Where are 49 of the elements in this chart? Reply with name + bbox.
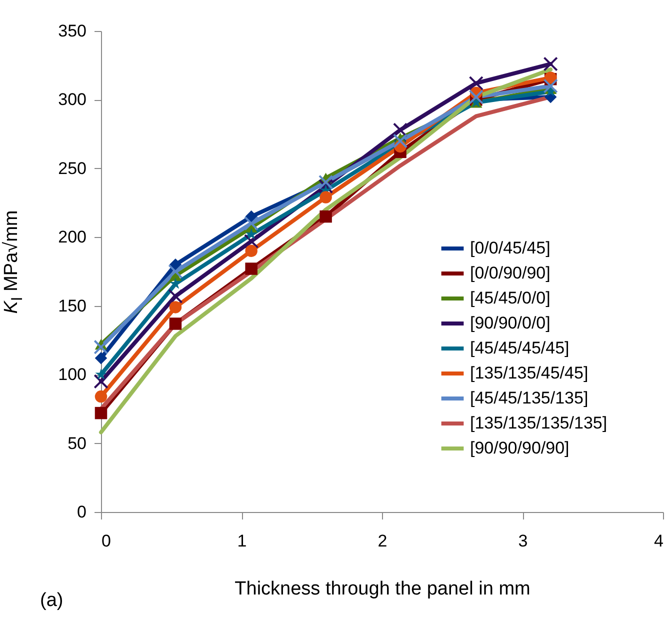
point bbox=[245, 262, 258, 275]
legend-label: [45/45/135/135] bbox=[470, 388, 588, 408]
point bbox=[468, 76, 484, 91]
point bbox=[168, 288, 183, 304]
legend-label: [45/45/45/45] bbox=[470, 338, 570, 358]
point bbox=[318, 178, 334, 194]
legend-label: [45/45/0/0] bbox=[470, 288, 550, 308]
legend-label: [0/0/45/45] bbox=[470, 238, 550, 258]
y-tick-label: 100 bbox=[58, 365, 86, 384]
point bbox=[244, 234, 259, 249]
point bbox=[168, 264, 183, 279]
legend-label: [90/90/90/90] bbox=[470, 438, 570, 458]
point bbox=[169, 301, 182, 314]
x-tick-label: 4 bbox=[654, 532, 664, 550]
point bbox=[169, 258, 182, 271]
y-tick-label: 0 bbox=[77, 502, 86, 522]
y-tick-label: 150 bbox=[58, 296, 86, 316]
point bbox=[392, 122, 408, 138]
y-tick-label: 50 bbox=[68, 434, 86, 453]
legend-label: [135/135/45/45] bbox=[470, 364, 588, 382]
point bbox=[320, 210, 332, 223]
point bbox=[169, 318, 182, 330]
point bbox=[468, 90, 484, 104]
x-tick-label: 1 bbox=[237, 532, 247, 550]
point bbox=[95, 368, 107, 380]
text: (a) bbox=[40, 590, 64, 612]
point bbox=[170, 278, 182, 289]
legend-label: [0/0/90/90] bbox=[470, 264, 550, 282]
point bbox=[543, 56, 558, 72]
y-tick-label: 250 bbox=[58, 158, 86, 178]
x-tick-label: 0 bbox=[102, 532, 111, 550]
y-tick-label: 350 bbox=[58, 22, 86, 40]
x-tick-label: 2 bbox=[378, 532, 388, 550]
point bbox=[320, 191, 332, 204]
point bbox=[94, 340, 108, 354]
point bbox=[94, 352, 108, 364]
point bbox=[246, 228, 258, 240]
x-tick-label: 3 bbox=[518, 532, 528, 550]
point bbox=[94, 374, 108, 389]
legend-label: [90/90/0/0] bbox=[470, 314, 550, 332]
point bbox=[245, 244, 258, 257]
point bbox=[244, 216, 259, 231]
x-axis-title: Thickness through the panel in mm bbox=[234, 578, 530, 600]
legend-label: [135/135/135/135] bbox=[470, 414, 608, 432]
y-tick-label: 300 bbox=[58, 90, 86, 110]
y-tick-label: 200 bbox=[58, 228, 86, 247]
point bbox=[94, 390, 108, 403]
point bbox=[94, 406, 108, 420]
point bbox=[543, 78, 558, 94]
